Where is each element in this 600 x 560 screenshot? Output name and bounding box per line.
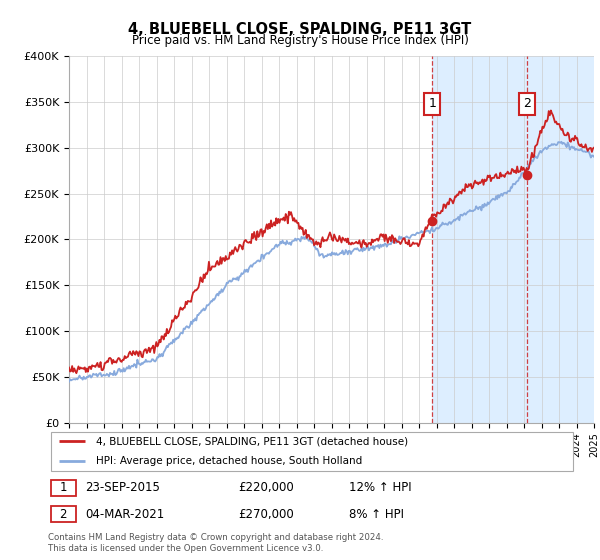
Text: 04-MAR-2021: 04-MAR-2021 [85, 508, 164, 521]
Text: 12% ↑ HPI: 12% ↑ HPI [349, 481, 412, 494]
Text: 4, BLUEBELL CLOSE, SPALDING, PE11 3GT (detached house): 4, BLUEBELL CLOSE, SPALDING, PE11 3GT (d… [95, 436, 407, 446]
Text: 1: 1 [428, 97, 436, 110]
Text: £270,000: £270,000 [238, 508, 294, 521]
Text: Contains HM Land Registry data © Crown copyright and database right 2024.
This d: Contains HM Land Registry data © Crown c… [48, 533, 383, 553]
Text: 4, BLUEBELL CLOSE, SPALDING, PE11 3GT: 4, BLUEBELL CLOSE, SPALDING, PE11 3GT [128, 22, 472, 38]
Text: 2: 2 [523, 97, 531, 110]
Text: HPI: Average price, detached house, South Holland: HPI: Average price, detached house, Sout… [95, 456, 362, 466]
Bar [50, 480, 76, 496]
Text: 1: 1 [59, 481, 67, 494]
Text: 2: 2 [59, 508, 67, 521]
Text: £220,000: £220,000 [238, 481, 294, 494]
Bar [432, 56, 594, 423]
FancyBboxPatch shape [50, 432, 574, 471]
Text: 23-SEP-2015: 23-SEP-2015 [85, 481, 160, 494]
Text: 8% ↑ HPI: 8% ↑ HPI [349, 508, 404, 521]
Text: Price paid vs. HM Land Registry's House Price Index (HPI): Price paid vs. HM Land Registry's House … [131, 34, 469, 46]
Bar [50, 506, 76, 522]
